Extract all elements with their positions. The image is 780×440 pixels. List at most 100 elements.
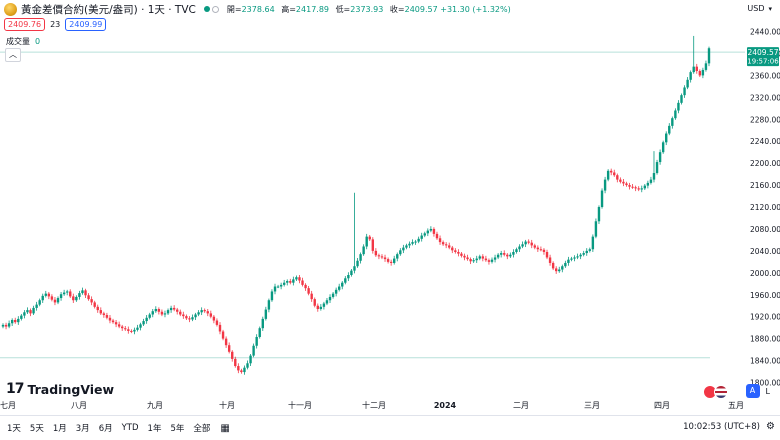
candle-body [96,306,99,311]
candle-body [396,254,399,259]
tradingview-logo[interactable]: 17 TradingView [6,381,114,397]
candle-body [570,258,573,260]
range-5y[interactable]: 5年 [170,424,185,434]
us-flag-icon[interactable] [714,385,728,399]
range-1y[interactable]: 1年 [147,424,162,434]
candle-body [619,179,622,182]
close-value: 2409.57 +31.30 (+1.32%) [404,4,511,14]
candle-body [536,247,540,250]
candle-body [493,257,497,260]
candle-body [640,188,643,190]
range-all[interactable]: 全部 [193,424,211,434]
candle-body [542,249,546,252]
candle-body [179,311,182,315]
tradingview-mark-icon: 17 [6,381,25,397]
y-tick-label: 2280.00 [750,115,780,124]
candle-body [377,255,381,257]
candle-body [548,257,552,263]
candle-body [515,249,518,252]
price-axis: 1800.00 1840.00 1880.00 1920.00 1960.00 2000.… [750,28,780,388]
range-5d[interactable]: 5天 [29,424,44,434]
price-tag-box [747,47,779,67]
candle-body [576,256,579,258]
candle-body [1,324,5,327]
candle-body [44,293,47,296]
x-tick-label: 2024 [434,401,457,410]
candle-body [108,317,112,321]
range-3m[interactable]: 3月 [75,424,90,434]
y-tick-label: 2320.00 [750,93,780,102]
event-flags[interactable] [703,385,728,399]
candle-body [582,253,585,255]
range-1d[interactable]: 1天 [7,424,21,434]
candle-body [209,313,213,317]
candle-body [197,312,200,315]
candle-body [218,324,222,332]
x-tick-label: 十月 [219,400,235,410]
auto-scale-button[interactable]: A [745,384,760,398]
candle-body [686,79,689,88]
clock-readout[interactable]: 10:02:53 (UTC+8) [683,422,760,432]
candle-body [475,258,478,261]
candle-body [383,257,387,260]
candle-body [353,266,356,271]
candle-body [47,293,51,297]
candle-body [182,314,185,317]
candle-body [41,295,44,301]
candle-body [573,257,576,259]
candle-body [564,262,567,267]
y-tick-label: 1800.00 [750,378,780,387]
candle-body [503,253,506,255]
candle-body [451,247,454,251]
price-tag-value: 2409.57 [747,48,778,57]
candle-body [603,179,607,191]
candle-body [628,185,631,187]
candle-body [466,257,469,260]
candle-body [643,185,647,189]
candle-body [365,236,368,247]
calendar-icon[interactable]: ▦ [220,422,230,434]
candle-body [295,277,298,280]
candle-body [429,228,433,231]
candle-body [423,233,426,236]
candle-body [154,309,158,312]
range-6m[interactable]: 6月 [98,424,113,434]
x-tick-label: 五月 [728,401,744,410]
candle-body [252,345,255,356]
ohlc-values: 開=2378.64 高=2417.89 低=2373.93 收=2409.57 … [227,4,515,15]
ask-price[interactable]: 2409.99 [65,18,107,31]
scale-buttons: A L [745,384,770,398]
candle-body [579,254,582,257]
candle-body [448,245,451,248]
candle-body [35,304,38,308]
bid-price[interactable]: 2409.76 [4,18,46,31]
candle-body [249,355,252,364]
candle-body [322,303,326,307]
market-status-icon[interactable] [203,5,221,13]
symbol-title[interactable]: 黃金差價合約(美元/盎司) · 1天 · TVC [21,3,196,16]
candle-body [172,307,176,310]
candle-body [539,249,543,251]
candle-body [255,336,258,346]
y-tick-label: 2360.00 [750,71,780,80]
candle-body [313,299,316,306]
candle-body [148,314,151,318]
range-1m[interactable]: 1月 [52,424,67,434]
range-ytd[interactable]: YTD [121,423,139,433]
candle-body [411,242,414,244]
candle-body [625,183,628,186]
log-scale-button[interactable]: L [765,386,770,396]
candle-body [84,290,87,296]
candle-body [344,278,347,283]
candle-body [234,358,237,367]
y-tick-label: 2080.00 [750,225,780,234]
candle-body [240,370,243,373]
candle-body [81,290,84,294]
settings-icon[interactable]: ⚙ [766,421,775,432]
chevron-down-icon: ▾ [768,4,772,13]
candle-body [307,288,310,294]
currency-selector[interactable]: USD ▾ [747,4,772,13]
collapse-chevron-icon[interactable]: ︿ [5,48,21,62]
candle-body [444,244,448,246]
